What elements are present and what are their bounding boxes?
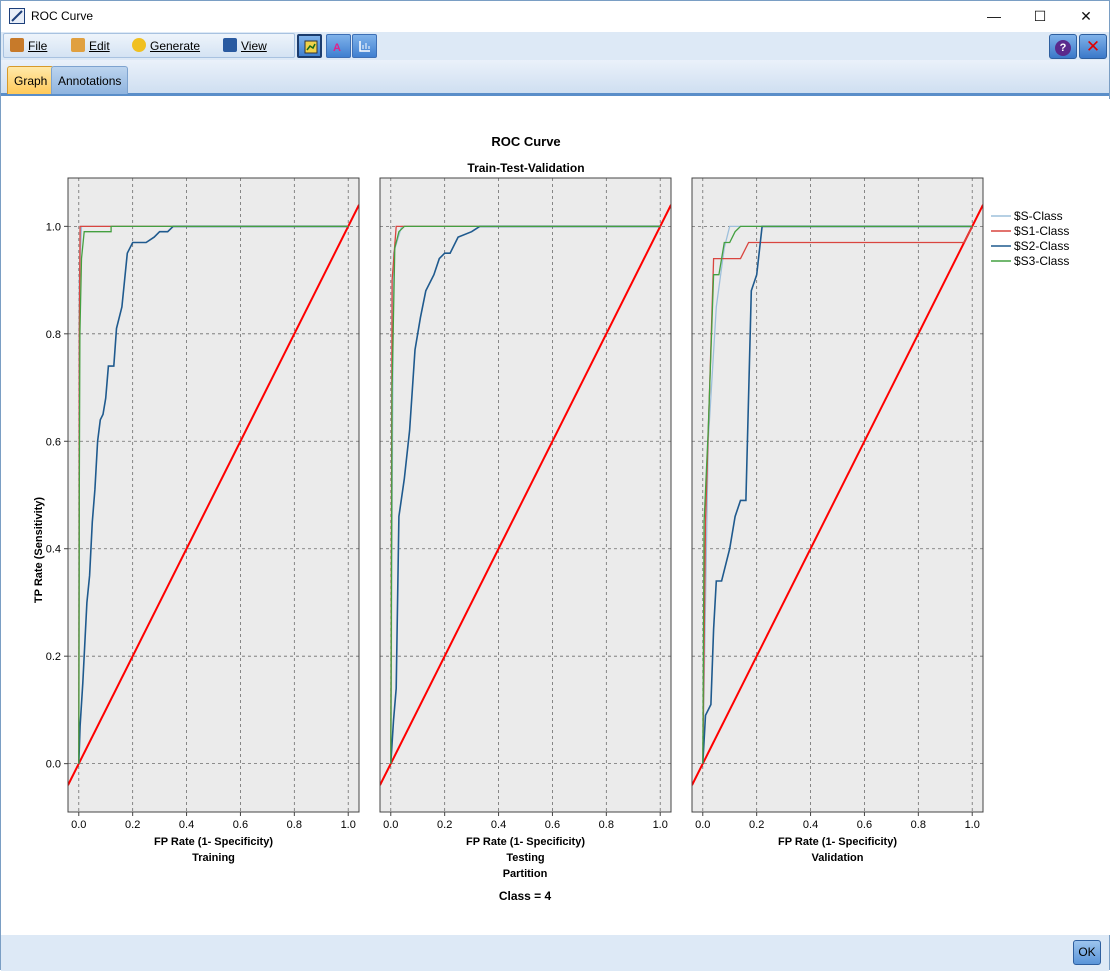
menu-file-label: File [28, 39, 48, 53]
partition-label: Partition [503, 868, 548, 880]
app-icon [9, 8, 25, 24]
x-tick-label: 0.0 [71, 819, 86, 831]
panel-training: 0.0 0.2 0.4 0.6 0.8 1.0 0.0 0.2 0.4 0.6 0.8 1.0 FP R… [46, 177, 360, 864]
x-tick-label: 0.8 [287, 819, 302, 831]
legend-item-label: $S3-Class [1014, 254, 1069, 268]
legend-item-label: $S2-Class [1014, 239, 1069, 253]
menu-edit-label: Edit [89, 39, 110, 53]
ok-button[interactable]: OK [1073, 940, 1101, 965]
menu-group: File Edit Generate View [3, 33, 295, 58]
graph-edit-icon [359, 41, 370, 52]
diagonal-reference-line [692, 204, 983, 786]
x-tick-label: 0.0 [695, 819, 710, 831]
series-line-s2-class [78, 225, 349, 764]
view-icon [223, 38, 237, 52]
edit-icon [71, 38, 85, 52]
series-line-s2-class [390, 225, 661, 764]
y-axis-label: TP Rate (Sensitivity) [33, 497, 45, 603]
maximize-button[interactable]: ☐ [1033, 8, 1047, 24]
x-tick-label: 0.2 [437, 819, 452, 831]
x-tick-label: 1.0 [965, 819, 980, 831]
x-tick-label: 0.8 [911, 819, 926, 831]
legend-item-label: $S1-Class [1014, 224, 1069, 238]
series-line-s2-class [702, 225, 973, 764]
menu-file[interactable]: File [10, 37, 47, 55]
menu-generate-label: Generate [150, 39, 201, 53]
x-tick-label: 0.4 [803, 819, 818, 831]
panel-name: Training [192, 852, 235, 864]
tab-annotations[interactable]: Annotations [51, 66, 129, 94]
x-tick-label: 0.0 [383, 819, 398, 831]
menu-generate[interactable]: Generate [132, 37, 200, 55]
graph-area: ROC Curve Train-Test-Validation TP Rate … [2, 99, 1110, 935]
y-tick-label: 0.8 [46, 329, 61, 341]
series-line-s3-class [390, 225, 661, 764]
diagonal-reference-line [68, 204, 359, 786]
explore-mode-button[interactable] [297, 34, 322, 58]
svg-text:A: A [333, 42, 341, 53]
menu-view-label: View [241, 39, 267, 53]
menu-view[interactable]: View [223, 37, 267, 55]
chart-title: ROC Curve [491, 134, 560, 149]
chart-subtitle: Train-Test-Validation [467, 161, 584, 175]
x-tick-label: 0.2 [125, 819, 140, 831]
x-axis-label: FP Rate (1- Specificity) [466, 836, 585, 848]
panel-name: Validation [812, 852, 864, 864]
plot-frame [691, 177, 984, 813]
close-output-button[interactable]: ✕ [1079, 34, 1107, 59]
x-tick-label: 1.0 [653, 819, 668, 831]
plot-frame [379, 177, 672, 813]
x-tick-label: 0.8 [599, 819, 614, 831]
graph-edit-button[interactable] [352, 34, 377, 58]
help-icon: ? [1055, 40, 1071, 56]
panel-testing: 0.0 0.2 0.4 0.6 0.8 1.0 FP Rate (1- Specificit… [379, 177, 672, 864]
panel-validation: 0.0 0.2 0.4 0.6 0.8 1.0 FP Rate (1- Specificit… [691, 177, 984, 864]
x-tick-label: 0.6 [857, 819, 872, 831]
panel-name: Testing [506, 852, 544, 864]
x-tick-label: 0.4 [491, 819, 506, 831]
status-bar: OK [1, 935, 1109, 971]
minimize-button[interactable]: — [987, 8, 1001, 24]
close-window-button[interactable]: ✕ [1080, 8, 1092, 24]
x-tick-label: 0.2 [749, 819, 764, 831]
x-tick-label: 1.0 [341, 819, 356, 831]
x-tick-label: 0.6 [545, 819, 560, 831]
class-footer: Class = 4 [499, 889, 552, 903]
legend: $S-Class$S1-Class$S2-Class$S3-Class [991, 209, 1069, 268]
window-title: ROC Curve [31, 9, 94, 23]
y-tick-label: 0.2 [46, 651, 61, 663]
menu-bar: File Edit Generate View A ? ✕ [1, 32, 1109, 60]
label-edit-button[interactable]: A [326, 34, 351, 58]
series-line-s3-class [702, 225, 973, 764]
y-tick-label: 0.4 [46, 544, 61, 556]
help-button[interactable]: ? [1049, 34, 1077, 59]
file-icon [10, 38, 24, 52]
diagonal-reference-line [380, 204, 671, 786]
series-line-s3-class [78, 225, 349, 764]
generate-icon [132, 38, 146, 52]
series-line-s1-class [702, 226, 973, 764]
y-tick-label: 0.6 [46, 436, 61, 448]
label-edit-icon: A [333, 42, 341, 53]
title-bar: ROC Curve — ☐ ✕ [1, 1, 1109, 32]
x-axis-label: FP Rate (1- Specificity) [154, 836, 273, 848]
x-axis-label: FP Rate (1- Specificity) [778, 836, 897, 848]
y-tick-label: 1.0 [46, 221, 61, 233]
explore-mode-icon [304, 40, 318, 54]
y-tick-label: 0.0 [46, 759, 61, 771]
x-tick-label: 0.6 [233, 819, 248, 831]
x-tick-label: 0.4 [179, 819, 194, 831]
tab-strip: Graph Annotations [1, 60, 1109, 96]
roc-chart: ROC Curve Train-Test-Validation TP Rate … [33, 134, 1069, 903]
legend-item-label: $S-Class [1014, 209, 1063, 223]
tab-graph[interactable]: Graph [7, 66, 55, 94]
plot-frame [67, 177, 360, 813]
menu-edit[interactable]: Edit [71, 37, 110, 55]
